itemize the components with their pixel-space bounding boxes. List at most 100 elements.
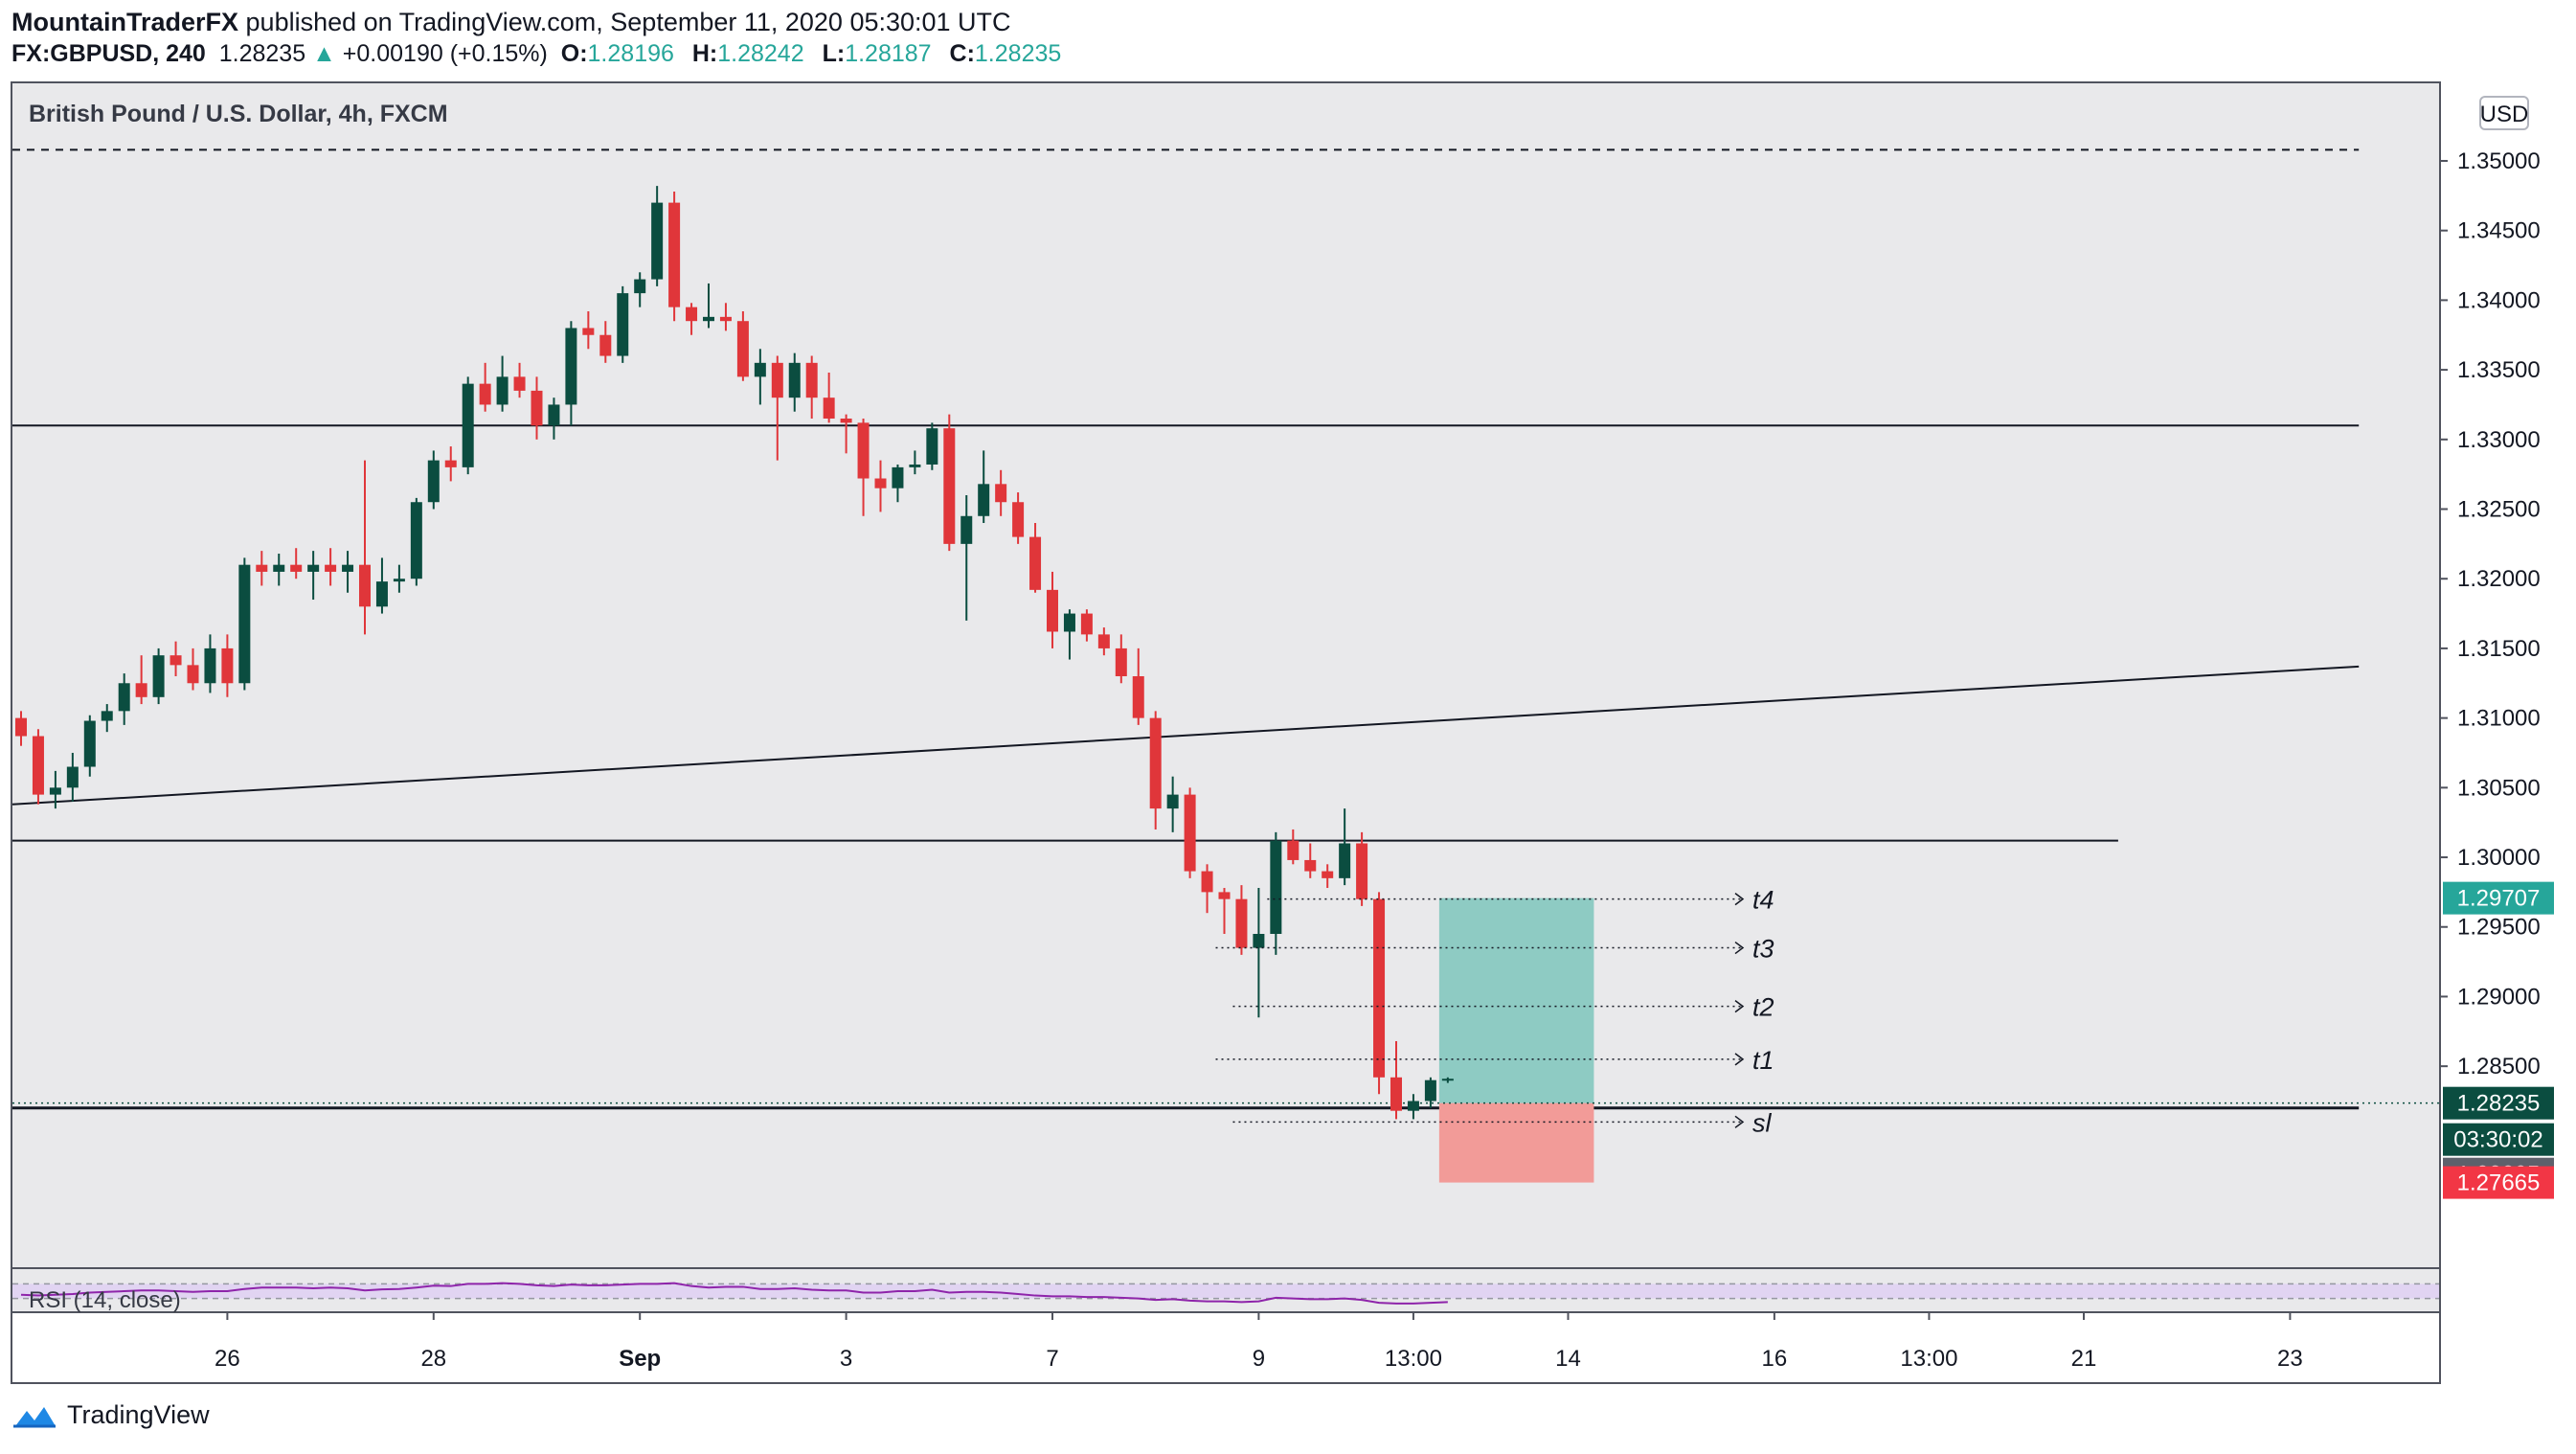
y-tick-label-11: 1.29500 <box>2457 915 2541 941</box>
candle-body-11 <box>204 647 216 684</box>
symbol-label: FX:GBPUSD, 240 <box>11 40 206 67</box>
target-label-t4: t4 <box>1752 886 1774 915</box>
candle-body-10 <box>187 665 199 684</box>
candle-body-12 <box>221 647 234 684</box>
rsi-band <box>12 1284 2439 1299</box>
candle-body-57 <box>995 484 1007 503</box>
candle-body-63 <box>1097 634 1110 648</box>
x-tick-label-1: 28 <box>420 1346 446 1372</box>
candle-body-18 <box>325 564 337 572</box>
price-axis[interactable]: 1.35000 1.34500 1.34000 1.33500 1.33000 1.325… <box>2440 148 2541 1079</box>
target-label-t2: t2 <box>1752 993 1774 1022</box>
candle-body-15 <box>273 564 285 572</box>
rsi-indicator <box>12 1282 2439 1305</box>
author-name[interactable]: MountainTraderFX <box>11 8 239 36</box>
candle-body-23 <box>410 502 422 579</box>
candle-body-72 <box>1253 934 1265 948</box>
drawings <box>11 148 2360 1110</box>
price-tag-label-1: 1.28235 <box>2457 1091 2541 1117</box>
target-label-t1: t1 <box>1752 1046 1774 1075</box>
candle-body-65 <box>1132 676 1144 718</box>
x-tick-label-0: 26 <box>215 1346 240 1372</box>
y-tick-label-3: 1.33500 <box>2457 357 2541 383</box>
candle-body-44 <box>771 362 783 398</box>
y-tick-label-10: 1.30000 <box>2457 845 2541 871</box>
publish-info: MountainTraderFX published on TradingVie… <box>11 8 1011 37</box>
candle-body-35 <box>617 293 629 356</box>
candle-body-79 <box>1373 898 1386 1078</box>
x-tick-label-5: 9 <box>1253 1346 1265 1372</box>
candle-body-1 <box>32 736 44 795</box>
target-label-sl: sl <box>1752 1108 1773 1137</box>
candle-body-82 <box>1424 1079 1436 1102</box>
candle-body-36 <box>634 279 646 294</box>
candle-body-14 <box>256 564 268 572</box>
candle-body-70 <box>1218 892 1231 899</box>
brand-name: TradingView <box>67 1400 210 1429</box>
last-price: 1.28235 <box>218 40 306 67</box>
price-tag-label-2: 03:30:02 <box>2453 1127 2542 1153</box>
target-arrow-t1 <box>1734 1053 1745 1066</box>
x-tick-label-10: 21 <box>2071 1346 2097 1372</box>
long-position-tool[interactable] <box>12 897 2439 1183</box>
candle-body-3 <box>66 766 79 788</box>
candle-body-58 <box>1012 502 1025 537</box>
candle-body-19 <box>342 564 354 572</box>
candle-body-53 <box>926 428 938 465</box>
low-label: L: <box>822 40 846 67</box>
candle-body-5 <box>101 711 113 721</box>
candle-body-81 <box>1407 1101 1419 1111</box>
candle-body-30 <box>531 390 543 426</box>
main-pane[interactable] <box>12 83 2439 1268</box>
rsi-label: RSI (14, close) <box>29 1287 181 1313</box>
candle-body-59 <box>1029 536 1042 590</box>
tradingview-logo[interactable]: TradingView <box>10 1400 210 1430</box>
candle-body-48 <box>840 418 852 423</box>
rsi-line <box>20 1282 1448 1305</box>
candle-body-0 <box>15 717 27 737</box>
candle-body-43 <box>754 362 766 377</box>
x-tick-label-2: Sep <box>619 1346 661 1372</box>
candle-body-38 <box>668 202 681 307</box>
candle-body-17 <box>307 564 320 572</box>
y-tick-label-5: 1.32500 <box>2457 497 2541 523</box>
y-tick-label-6: 1.32000 <box>2457 566 2541 592</box>
y-tick-label-2: 1.34000 <box>2457 287 2541 313</box>
x-tick-label-4: 7 <box>1046 1346 1058 1372</box>
candle-body-80 <box>1390 1077 1402 1111</box>
low-value: 1.28187 <box>845 40 932 67</box>
price-tag-bg-1 <box>2443 1086 2554 1120</box>
candle-body-78 <box>1356 843 1368 899</box>
y-tick-label-12: 1.29000 <box>2457 984 2541 1010</box>
y-tick-label-8: 1.31000 <box>2457 706 2541 732</box>
published-text: published on TradingView.com, September … <box>245 8 1011 36</box>
candle-body-7 <box>135 683 147 697</box>
time-axis[interactable] <box>12 1312 2439 1382</box>
candle-body-55 <box>960 515 973 544</box>
candle-body-50 <box>874 478 887 488</box>
ohlc-header: FX:GBPUSD, 240 1.28235 ▲ +0.00190 (+0.15… <box>11 40 1073 68</box>
candle-body-69 <box>1201 871 1213 893</box>
candle-body-24 <box>427 460 440 503</box>
target-arrow-t3 <box>1734 941 1745 955</box>
candle-body-6 <box>118 683 130 712</box>
candle-body-75 <box>1304 859 1317 872</box>
candle-body-31 <box>548 404 560 426</box>
open-value: 1.28196 <box>587 40 674 67</box>
candle-body-64 <box>1115 647 1127 676</box>
candle-body-83 <box>1441 1079 1454 1081</box>
candle-body-73 <box>1270 840 1282 935</box>
open-label: O: <box>560 40 588 67</box>
candle-body-49 <box>857 422 870 479</box>
candle-body-37 <box>651 202 664 280</box>
candle-body-62 <box>1080 613 1093 635</box>
price-tag-bg-4 <box>2443 1166 2554 1199</box>
x-tick-label-8: 16 <box>1762 1346 1788 1372</box>
candle-body-8 <box>152 655 165 697</box>
candle-body-20 <box>359 564 371 607</box>
currency-button[interactable]: USD <box>2479 96 2529 130</box>
candle-body-39 <box>686 307 698 322</box>
x-tick-label-11: 23 <box>2277 1346 2303 1372</box>
candle-body-34 <box>599 334 612 356</box>
